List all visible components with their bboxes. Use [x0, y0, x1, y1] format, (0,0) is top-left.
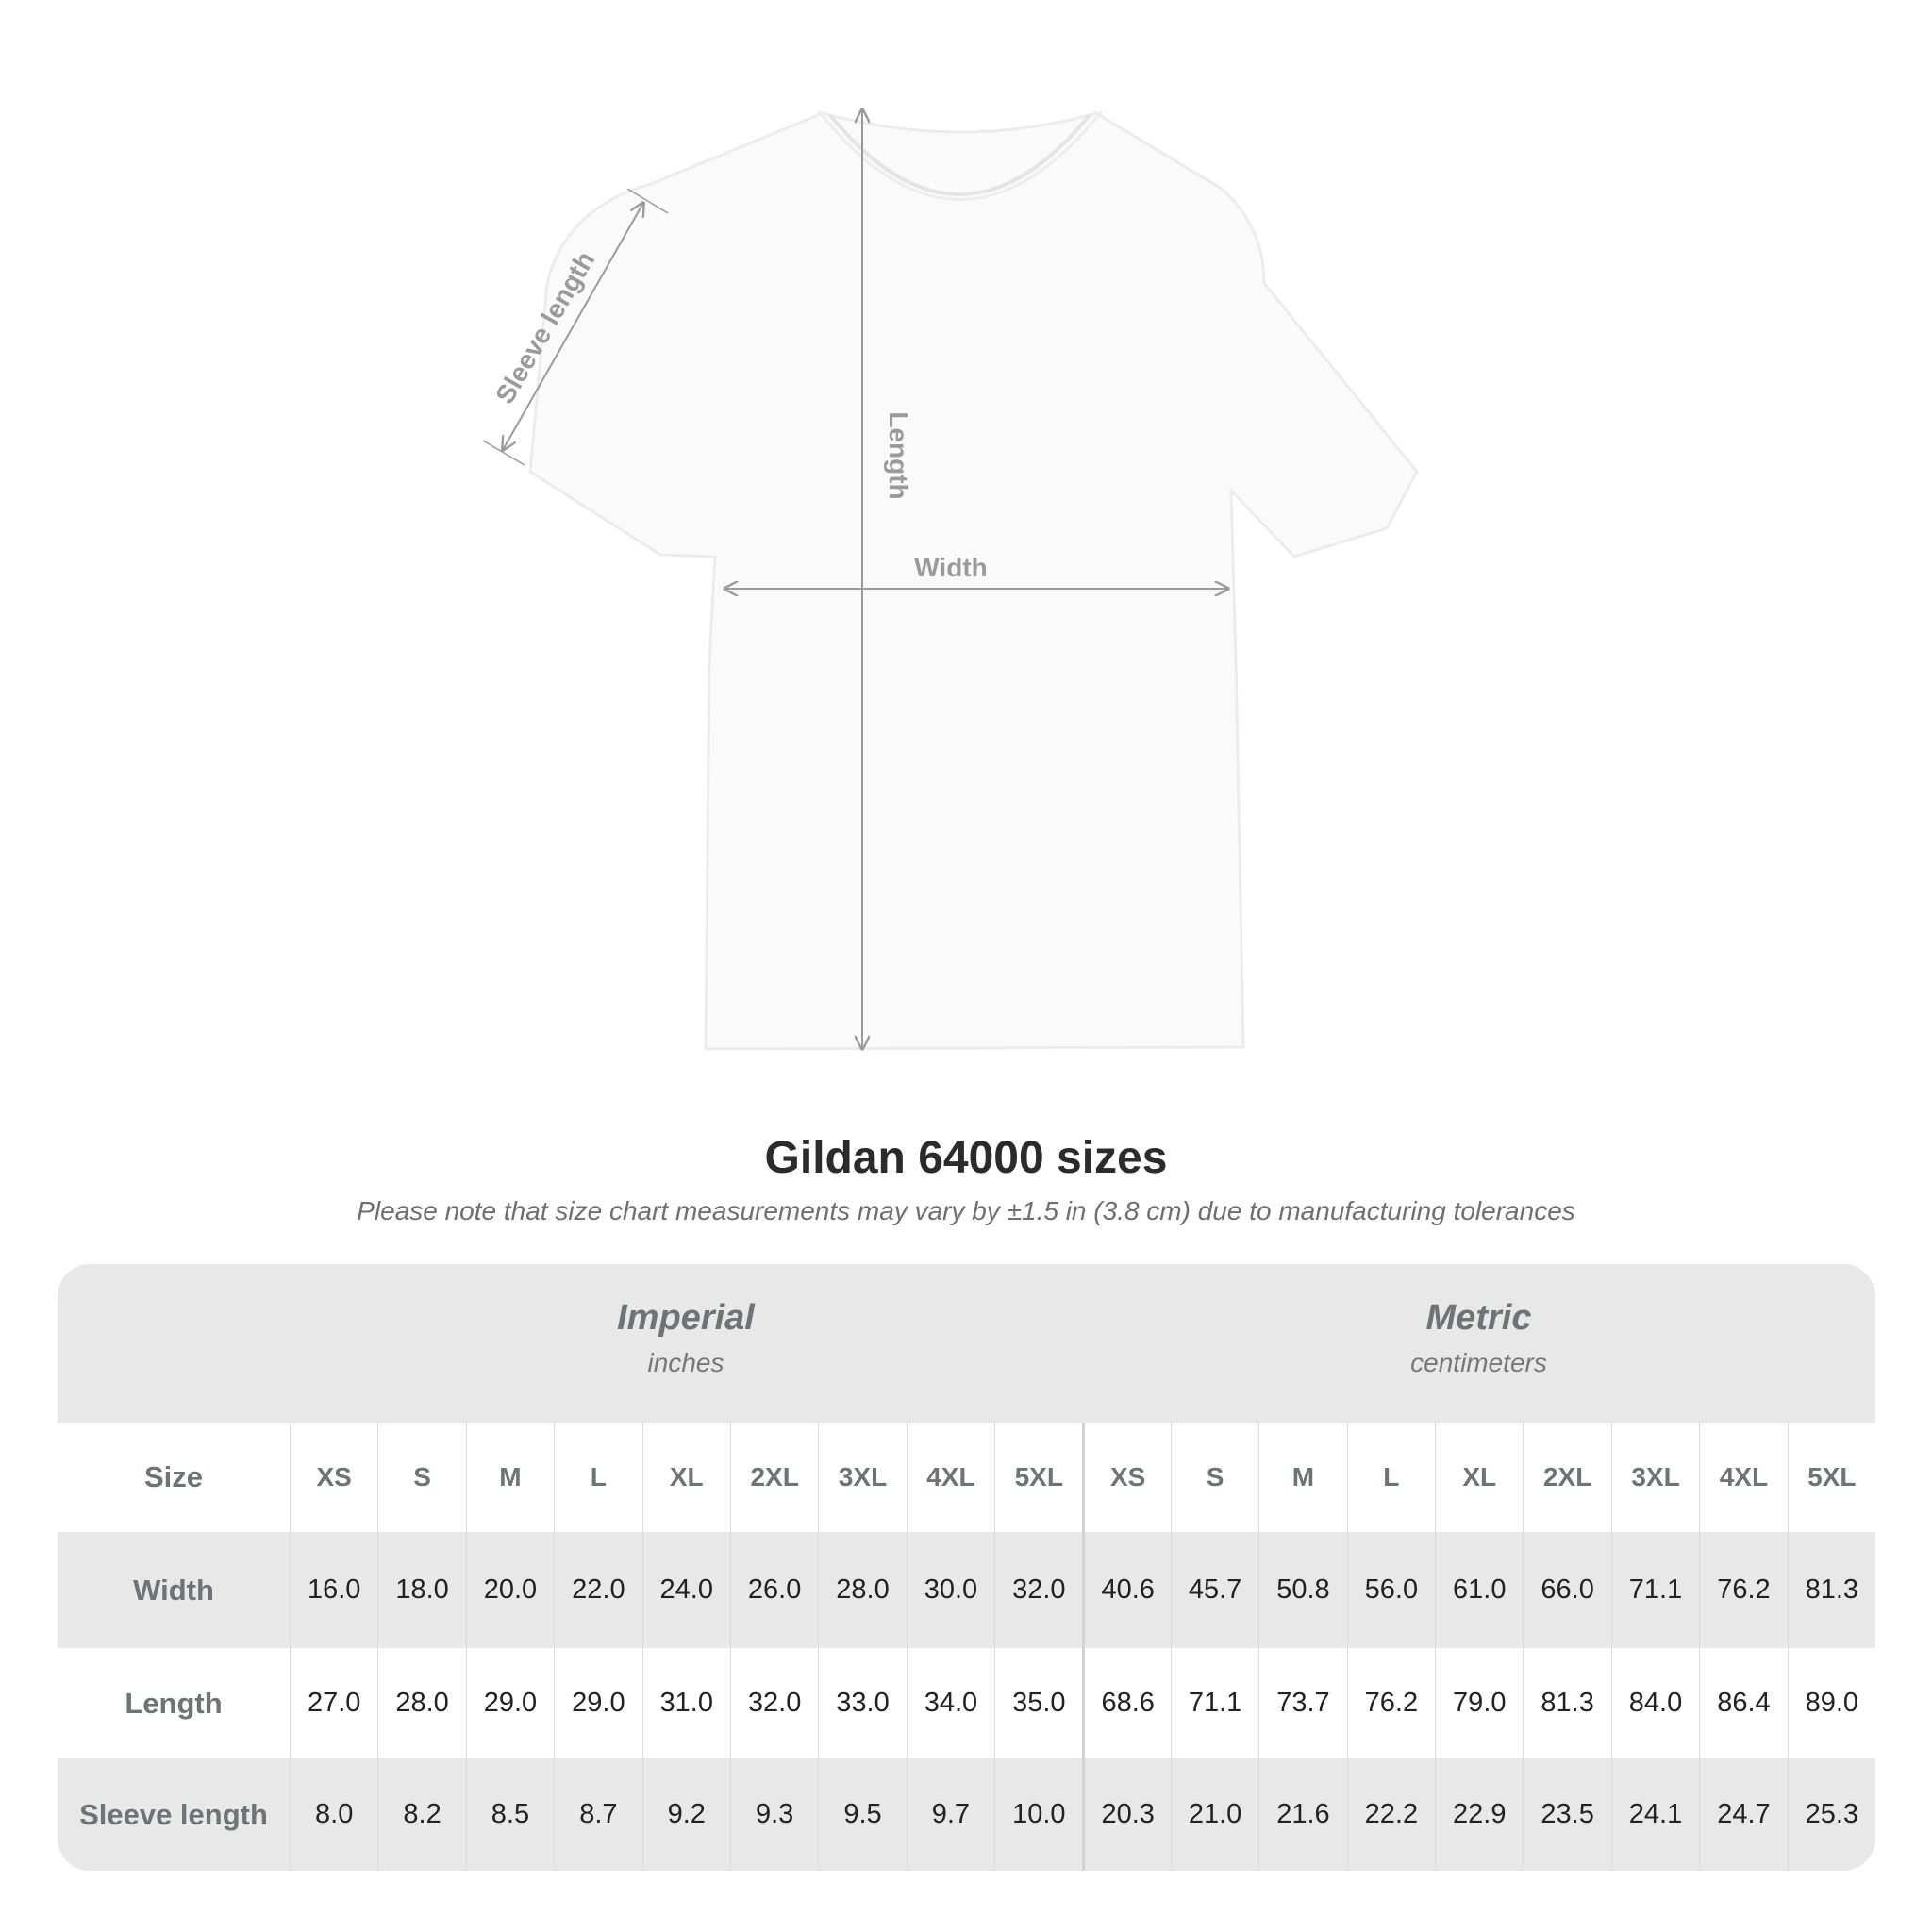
- metric-title: Metric: [1425, 1298, 1532, 1338]
- metric-value: 79.0: [1435, 1648, 1524, 1758]
- row-label: Width: [58, 1532, 290, 1648]
- imperial-value: 28.0: [818, 1532, 907, 1648]
- imperial-value: 33.0: [818, 1648, 907, 1758]
- length-label: Length: [884, 411, 913, 499]
- metric-size-s: S: [1170, 1423, 1259, 1532]
- imperial-size-3xl: 3XL: [818, 1423, 907, 1532]
- size-table: Imperial inches Metric centimeters Size X…: [58, 1264, 1875, 1871]
- metric-value: 21.6: [1258, 1758, 1347, 1871]
- imperial-value: 16.0: [290, 1532, 378, 1648]
- imperial-value: 26.0: [729, 1532, 819, 1648]
- metric-size-xl: XL: [1435, 1423, 1524, 1532]
- imperial-size-2xl: 2XL: [729, 1423, 819, 1532]
- metric-value: 23.5: [1523, 1758, 1611, 1871]
- imperial-value: 24.0: [641, 1532, 730, 1648]
- imperial-value: 32.0: [994, 1532, 1083, 1648]
- metric-size-4xl: 4XL: [1699, 1423, 1788, 1532]
- metric-value: 66.0: [1523, 1532, 1611, 1648]
- metric-size-l: L: [1346, 1423, 1436, 1532]
- imperial-header: Imperial inches: [290, 1264, 1082, 1423]
- metric-value: 22.9: [1435, 1758, 1524, 1871]
- metric-value: 86.4: [1699, 1648, 1788, 1758]
- imperial-size-l: L: [554, 1423, 642, 1532]
- imperial-title: Imperial: [617, 1298, 755, 1338]
- imperial-value: 20.0: [465, 1532, 555, 1648]
- metric-size-5xl: 5XL: [1787, 1423, 1875, 1532]
- metric-size-xs: XS: [1082, 1423, 1171, 1532]
- imperial-value: 10.0: [994, 1758, 1083, 1871]
- imperial-value: 8.7: [554, 1758, 642, 1871]
- metric-value: 61.0: [1435, 1532, 1524, 1648]
- imperial-value: 35.0: [994, 1648, 1083, 1758]
- size-grid: Size XS S M L XL 2XL 3XL 4XL 5XL XS S M L XL 2XL 3XL 4XL 5…: [58, 1423, 1875, 1871]
- metric-value: 73.7: [1258, 1648, 1347, 1758]
- imperial-value: 8.2: [377, 1758, 466, 1871]
- metric-value: 56.0: [1346, 1532, 1436, 1648]
- metric-value: 84.0: [1610, 1648, 1700, 1758]
- metric-value: 21.0: [1170, 1758, 1259, 1871]
- metric-value: 81.3: [1787, 1532, 1875, 1648]
- metric-value: 76.2: [1699, 1532, 1788, 1648]
- metric-value: 20.3: [1082, 1758, 1171, 1871]
- metric-value: 24.1: [1610, 1758, 1700, 1871]
- metric-size-m: M: [1258, 1423, 1347, 1532]
- imperial-value: 28.0: [377, 1648, 466, 1758]
- metric-value: 45.7: [1170, 1532, 1259, 1648]
- imperial-value: 27.0: [290, 1648, 378, 1758]
- metric-value: 25.3: [1787, 1758, 1875, 1871]
- imperial-size-m: M: [465, 1423, 555, 1532]
- metric-header: Metric centimeters: [1082, 1264, 1875, 1423]
- row-label: Sleeve length: [58, 1758, 290, 1871]
- imperial-value: 8.0: [290, 1758, 378, 1871]
- imperial-value: 32.0: [729, 1648, 819, 1758]
- metric-size-2xl: 2XL: [1523, 1423, 1611, 1532]
- imperial-unit: inches: [647, 1348, 724, 1377]
- metric-value: 71.1: [1170, 1648, 1259, 1758]
- metric-size-3xl: 3XL: [1610, 1423, 1700, 1532]
- imperial-size-xs: XS: [290, 1423, 378, 1532]
- imperial-value: 8.5: [465, 1758, 555, 1871]
- imperial-value: 9.5: [818, 1758, 907, 1871]
- imperial-value: 9.2: [641, 1758, 730, 1871]
- tshirt-diagram: Length Width Sleeve length: [482, 0, 1419, 1113]
- metric-value: 68.6: [1082, 1648, 1171, 1758]
- metric-value: 71.1: [1610, 1532, 1700, 1648]
- size-header: Size: [58, 1423, 290, 1532]
- metric-unit: centimeters: [1410, 1348, 1547, 1377]
- imperial-value: 29.0: [554, 1648, 642, 1758]
- imperial-value: 18.0: [377, 1532, 466, 1648]
- imperial-value: 34.0: [906, 1648, 995, 1758]
- imperial-size-s: S: [377, 1423, 466, 1532]
- tolerance-note: Please note that size chart measurements…: [357, 1196, 1575, 1225]
- imperial-size-xl: XL: [641, 1423, 730, 1532]
- imperial-value: 9.7: [906, 1758, 995, 1871]
- metric-value: 89.0: [1787, 1648, 1875, 1758]
- width-label: Width: [914, 553, 988, 582]
- imperial-size-4xl: 4XL: [906, 1423, 995, 1532]
- imperial-size-5xl: 5XL: [994, 1423, 1083, 1532]
- metric-value: 22.2: [1346, 1758, 1436, 1871]
- metric-value: 81.3: [1523, 1648, 1611, 1758]
- imperial-value: 30.0: [906, 1532, 995, 1648]
- page-title: Gildan 64000 sizes: [764, 1133, 1168, 1183]
- metric-value: 24.7: [1699, 1758, 1788, 1871]
- imperial-value: 29.0: [465, 1648, 555, 1758]
- metric-value: 76.2: [1346, 1648, 1436, 1758]
- imperial-value: 31.0: [641, 1648, 730, 1758]
- row-label: Length: [58, 1648, 290, 1758]
- imperial-value: 9.3: [729, 1758, 819, 1871]
- sleeve-arrow: [503, 203, 643, 450]
- metric-value: 40.6: [1082, 1532, 1171, 1648]
- imperial-value: 22.0: [554, 1532, 642, 1648]
- metric-value: 50.8: [1258, 1532, 1347, 1648]
